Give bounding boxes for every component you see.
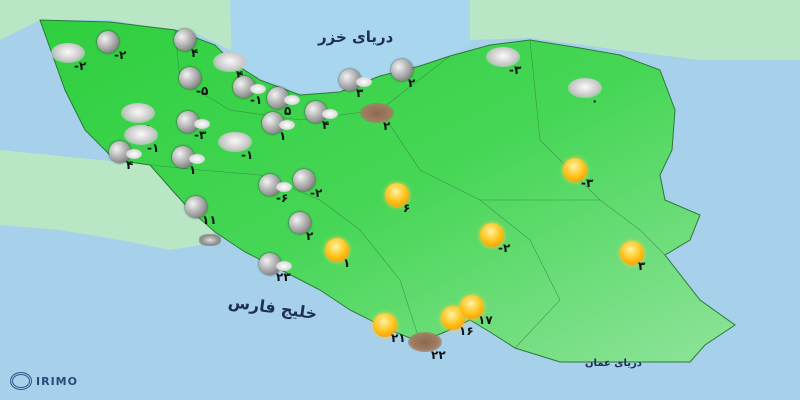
- cloud-icon: [356, 77, 372, 87]
- moon-icon: [289, 212, 311, 234]
- sun-icon: [373, 313, 397, 337]
- oman-sea-label: دریای عمان: [585, 358, 642, 369]
- sun-icon: [563, 158, 587, 182]
- temperature-label: -۳: [509, 63, 522, 77]
- cloud-icon: [194, 119, 210, 129]
- temperature-label: ۲: [383, 119, 391, 133]
- cloud-icon: [276, 261, 292, 271]
- caspian-sea: [230, 0, 470, 92]
- temperature-label: ۱: [189, 163, 197, 177]
- irimo-logo-icon: [10, 372, 32, 390]
- temperature-label: ۱: [343, 256, 351, 270]
- neighbor-land-north: [0, 0, 250, 50]
- temperature-label: ۳: [638, 259, 646, 273]
- dust-icon: [360, 103, 394, 123]
- cloud-icon: [284, 95, 300, 105]
- storm-icon: [199, 234, 221, 246]
- temperature-label: ۵: [284, 104, 292, 118]
- caspian-sea-label: دریای خزر: [318, 28, 394, 46]
- temperature-label: -۲: [498, 241, 511, 255]
- temperature-label: ۳: [356, 86, 364, 100]
- temperature-label: -۳: [194, 128, 207, 142]
- dust-icon: [408, 332, 442, 352]
- cloud-icon: [126, 149, 142, 159]
- neighbor-land-east: [470, 0, 800, 60]
- temperature-label: -۶: [276, 191, 289, 205]
- moon-cloud-icon: [259, 253, 281, 275]
- logo-text: IRIMO: [36, 374, 78, 388]
- temperature-label: -۱: [147, 141, 160, 155]
- sun-icon: [385, 183, 409, 207]
- moon-icon: [185, 196, 207, 218]
- sun-icon: [620, 241, 644, 265]
- cloud-icon: [486, 47, 520, 67]
- moon-icon: [179, 67, 201, 89]
- moon-cloud-icon: [233, 76, 255, 98]
- moon-cloud-icon: [177, 111, 199, 133]
- temperature-label: ۴: [322, 118, 330, 132]
- temperature-label: -۱: [241, 148, 254, 162]
- temperature-label: -۳: [581, 176, 594, 190]
- temperature-label: ۲۲: [431, 348, 446, 362]
- temperature-label: -۵: [196, 84, 209, 98]
- sun-icon: [325, 238, 349, 262]
- temperature-label: ۱۶: [459, 324, 474, 338]
- cloud-icon: [250, 84, 266, 94]
- cloud-icon: [121, 103, 155, 123]
- moon-cloud-icon: [109, 141, 131, 163]
- temperature-label: ۲۱: [391, 331, 406, 345]
- moon-cloud-icon: [259, 174, 281, 196]
- cloud-icon: [322, 109, 338, 119]
- moon-cloud-icon: [305, 101, 327, 123]
- temperature-label: -۲: [310, 186, 323, 200]
- temperature-label: ۴: [236, 68, 244, 82]
- temperature-label: ۱: [279, 129, 287, 143]
- moon-cloud-icon: [172, 146, 194, 168]
- moon-cloud-icon: [262, 112, 284, 134]
- cloud-icon: [279, 120, 295, 130]
- moon-icon: [391, 59, 413, 81]
- temperature-label: ۲: [408, 76, 416, 90]
- cloud-icon: [51, 43, 85, 63]
- cloud-icon: [276, 182, 292, 192]
- cloud-icon: [568, 78, 602, 98]
- temperature-label: -۱: [250, 93, 263, 107]
- moon-cloud-icon: [339, 69, 361, 91]
- cloud-icon: [218, 132, 252, 152]
- moon-icon: [293, 169, 315, 191]
- temperature-label: ۴: [191, 46, 199, 60]
- sun-icon: [460, 295, 484, 319]
- temperature-label: ۱۱: [202, 213, 217, 227]
- temperature-label: -۲: [74, 59, 87, 73]
- temperature-label: ۰: [591, 94, 599, 108]
- moon-cloud-icon: [267, 87, 289, 109]
- temperature-label: ۲۳: [276, 270, 291, 284]
- sun-icon: [480, 223, 504, 247]
- moon-icon: [97, 31, 119, 53]
- province-borders: [149, 29, 666, 349]
- temperature-label: ۱۷: [478, 313, 493, 327]
- irimo-logo: IRIMO: [10, 372, 78, 390]
- moon-icon: [174, 29, 196, 51]
- temperature-label: -۲: [114, 48, 127, 62]
- cloud-icon: [189, 154, 205, 164]
- temperature-label: ۴: [126, 158, 134, 172]
- temperature-label: ۶: [403, 201, 411, 215]
- neighbor-land-west: [0, 150, 215, 250]
- cloud-icon: [213, 52, 247, 72]
- cloud-icon: [124, 125, 158, 145]
- temperature-label: ۲: [306, 229, 314, 243]
